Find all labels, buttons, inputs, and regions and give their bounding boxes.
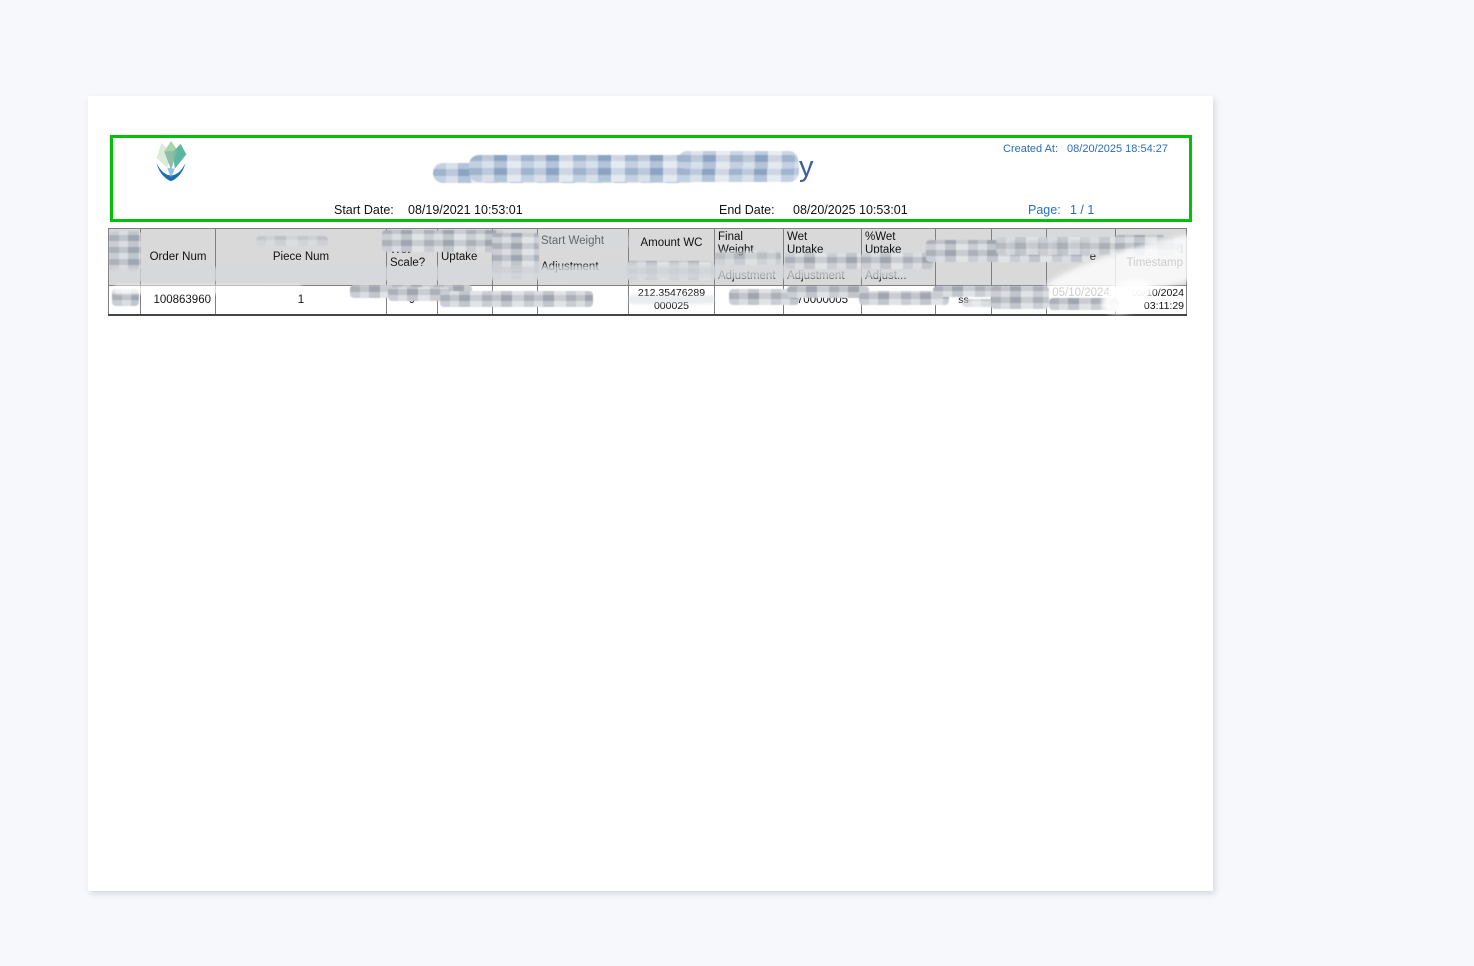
redaction-mosaic: [991, 286, 1049, 309]
redaction-mosaic: [785, 253, 861, 269]
redaction-mosaic: [715, 251, 781, 265]
redaction-mosaic: [787, 286, 869, 298]
redaction-band: [628, 295, 715, 304]
redaction-mosaic: [861, 253, 933, 269]
created-at-value: 08/20/2025 18:54:27: [1067, 143, 1168, 155]
redaction-band: [536, 235, 633, 248]
report-header: Created At: 08/20/2025 18:54:27 y Start …: [110, 135, 1192, 222]
start-date-label: Start Date:: [334, 203, 394, 217]
redaction-mosaic: [256, 236, 328, 246]
page-value: 1 / 1: [1070, 203, 1095, 217]
end-date-label: End Date:: [719, 203, 775, 217]
redaction-mosaic: [933, 286, 999, 297]
cell-amount-wc: 212.35476289 000025: [628, 285, 715, 316]
page-label: Page:: [1028, 203, 1061, 217]
redaction-mosaic: [388, 287, 450, 301]
report-title-redacted: y: [113, 138, 1189, 198]
redaction-mosaic: [729, 289, 799, 305]
redaction-mosaic: [678, 151, 798, 169]
report-page: Created At: 08/20/2025 18:54:27 y Start …: [88, 96, 1213, 891]
redaction-band: [113, 285, 303, 294]
leaf-shield-logo-icon: [156, 140, 187, 182]
redaction-mosaic: [859, 291, 949, 305]
redaction-mosaic: [382, 230, 504, 252]
start-date-value: 08/19/2021 10:53:01: [408, 203, 523, 217]
created-at: Created At: 08/20/2025 18:54:27: [1003, 143, 1168, 155]
redaction-mosaic: [962, 299, 1000, 307]
report-title-visible-text: y: [799, 151, 814, 183]
redaction-mosaic: [440, 291, 593, 307]
redaction-mosaic: [109, 231, 141, 271]
end-date-value: 08/20/2025 10:53:01: [793, 203, 908, 217]
created-at-label: Created At:: [1003, 143, 1059, 155]
